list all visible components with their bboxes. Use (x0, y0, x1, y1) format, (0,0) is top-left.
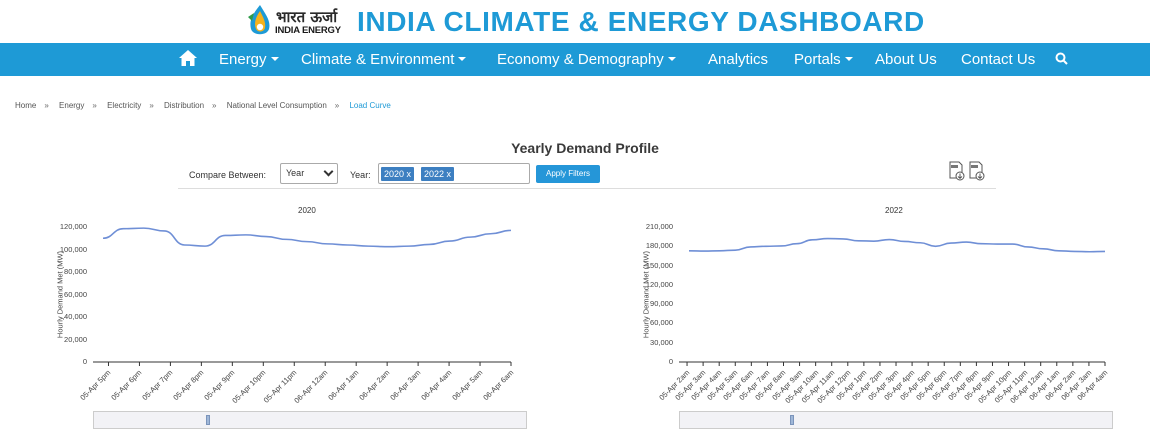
site-title: INDIA CLIMATE & ENERGY DASHBOARD (357, 6, 925, 37)
y-tick-label: 80,000 (64, 267, 87, 276)
breadcrumb-national-level-consumption[interactable]: National Level Consumption (226, 101, 327, 110)
flame-drop-icon (248, 5, 270, 35)
y-tick-label: 30,000 (650, 337, 673, 347)
y-tick-label: 120,000 (59, 222, 87, 231)
year-tag-2020[interactable]: 2020 x (381, 167, 415, 181)
y-tick-label: 20,000 (64, 334, 87, 344)
slider-handle[interactable] (790, 415, 794, 425)
y-tick-label: 60,000 (64, 289, 87, 299)
nav-home[interactable] (178, 43, 198, 76)
nav-search[interactable] (1055, 43, 1068, 76)
year-multiselect[interactable]: 2020 x 2022 x (378, 163, 530, 184)
nav-climate-environment[interactable]: Climate & Environment (301, 43, 467, 76)
download-csv-icon[interactable] (948, 161, 965, 181)
filter-bar: Compare Between: Year Year: 2020 x 2022 … (178, 159, 996, 189)
india-energy-logo[interactable]: भारत ऊर्जा INDIA ENERGY (246, 3, 348, 40)
breadcrumb-energy[interactable]: Energy (59, 101, 85, 110)
chart-zoom-slider[interactable] (679, 411, 1113, 429)
y-tick-label: 100,000 (59, 244, 87, 254)
chart-title: 2020 (298, 206, 316, 215)
page-title: Yearly Demand Profile (511, 140, 659, 156)
breadcrumb-distribution[interactable]: Distribution (164, 101, 205, 110)
site-header: भारत ऊर्जा INDIA ENERGY INDIA CLIMATE & … (0, 0, 1150, 43)
logo-english-text: INDIA ENERGY (275, 25, 341, 36)
breadcrumb: Home» Energy» Electricity» Distribution»… (15, 101, 391, 110)
caret-down-icon (667, 57, 676, 61)
compare-select[interactable]: Year (280, 163, 338, 184)
y-tick-label: 120,000 (645, 279, 673, 289)
y-tick-label: 40,000 (64, 312, 87, 321)
y-tick-label: 210,000 (645, 222, 673, 231)
breadcrumb-electricity[interactable]: Electricity (107, 101, 142, 110)
nav-about-us[interactable]: About Us (875, 51, 937, 68)
chart-title: 2022 (885, 206, 903, 215)
nav-portals[interactable]: Portals (794, 43, 853, 76)
series-line-2020[interactable] (102, 227, 512, 248)
y-tick-label: 180,000 (645, 241, 673, 251)
caret-down-icon (458, 57, 467, 61)
y-tick-label: 90,000 (650, 299, 673, 309)
nav-contact-us[interactable]: Contact Us (961, 51, 1036, 68)
year-label: Year: (350, 170, 371, 180)
breadcrumb-load-curve: Load Curve (349, 101, 391, 110)
y-tick-label: 0 (82, 357, 87, 366)
slider-handle[interactable] (206, 415, 210, 425)
y-tick-label: 0 (668, 357, 673, 366)
chart-zoom-slider[interactable] (93, 411, 527, 429)
search-icon (1055, 52, 1068, 65)
caret-down-icon (270, 57, 279, 61)
download-xls-icon[interactable] (968, 161, 985, 181)
nav-analytics[interactable]: Analytics (708, 51, 769, 68)
series-line-2022[interactable] (688, 237, 1106, 253)
home-icon (179, 50, 197, 66)
apply-filters-button[interactable]: Apply Filters (536, 165, 600, 183)
breadcrumb-home[interactable]: Home (15, 101, 37, 110)
main-navbar: Energy Climate & Environment Economy & D… (0, 43, 1150, 76)
year-tag-2022[interactable]: 2022 x (421, 167, 455, 181)
caret-down-icon (844, 57, 853, 61)
nav-energy[interactable]: Energy (219, 43, 279, 76)
y-tick-label: 150,000 (645, 260, 673, 270)
y-tick-label: 60,000 (650, 318, 673, 328)
logo-hindi-text: भारत ऊर्जा (276, 8, 338, 26)
nav-economy-demography[interactable]: Economy & Demography (497, 43, 676, 76)
compare-label: Compare Between: (189, 170, 267, 180)
